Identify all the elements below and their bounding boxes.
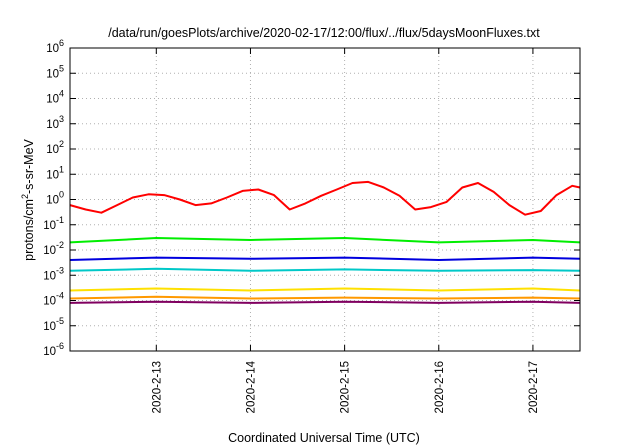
series-line-4 (69, 267, 581, 272)
y-axis-label-base: protons/cm (22, 199, 36, 261)
y-tick-label: 100 (46, 190, 64, 207)
series-line-7 (69, 300, 581, 304)
y-tick-label: 105 (46, 63, 64, 80)
x-axis-label: Coordinated Universal Time (UTC) (228, 431, 420, 445)
y-tick-label: 10-3 (43, 265, 64, 282)
series-line-1 (69, 180, 581, 216)
x-tick-label: 2020-2-15 (340, 361, 352, 413)
y-tick-label: 10-2 (43, 240, 64, 257)
chart-title: /data/run/goesPlots/archive/2020-02-17/1… (108, 26, 540, 40)
y-tick-label: 104 (46, 89, 64, 106)
x-tick-label: 2020-2-14 (245, 360, 257, 413)
y-tick-label: 10-4 (43, 291, 64, 308)
grid (70, 48, 580, 351)
y-axis: 10-6 10-5 10-4 10-3 10-2 10-1 100 101 102 103 104 1… (43, 38, 580, 358)
y-tick-label: 10-6 (43, 341, 64, 358)
x-tick-label: 2020-2-13 (151, 361, 163, 413)
x-tick-label: 2020-2-17 (528, 361, 540, 413)
series-group (69, 180, 581, 304)
series-line-5 (69, 287, 581, 292)
y-tick-label: 103 (46, 114, 64, 131)
y-tick-label: 102 (46, 139, 64, 156)
y-tick-label: 10-1 (43, 215, 64, 232)
x-tick-label: 2020-2-16 (434, 361, 446, 413)
series-line-2 (69, 237, 581, 244)
y-tick-label: 101 (46, 164, 64, 181)
y-axis-label-sup: 2 (20, 194, 30, 199)
y-tick-label: 106 (46, 38, 64, 55)
y-axis-label-rest: -s-sr-MeV (22, 138, 36, 194)
x-axis: 2020-2-13 2020-2-14 2020-2-15 2020-2-16 2020… (151, 48, 540, 413)
y-tick-label: 10-5 (43, 316, 64, 333)
series-line-3 (69, 256, 581, 261)
y-axis-label: protons/cm2-s-sr-MeV (20, 138, 36, 260)
series-line-6 (69, 295, 581, 300)
